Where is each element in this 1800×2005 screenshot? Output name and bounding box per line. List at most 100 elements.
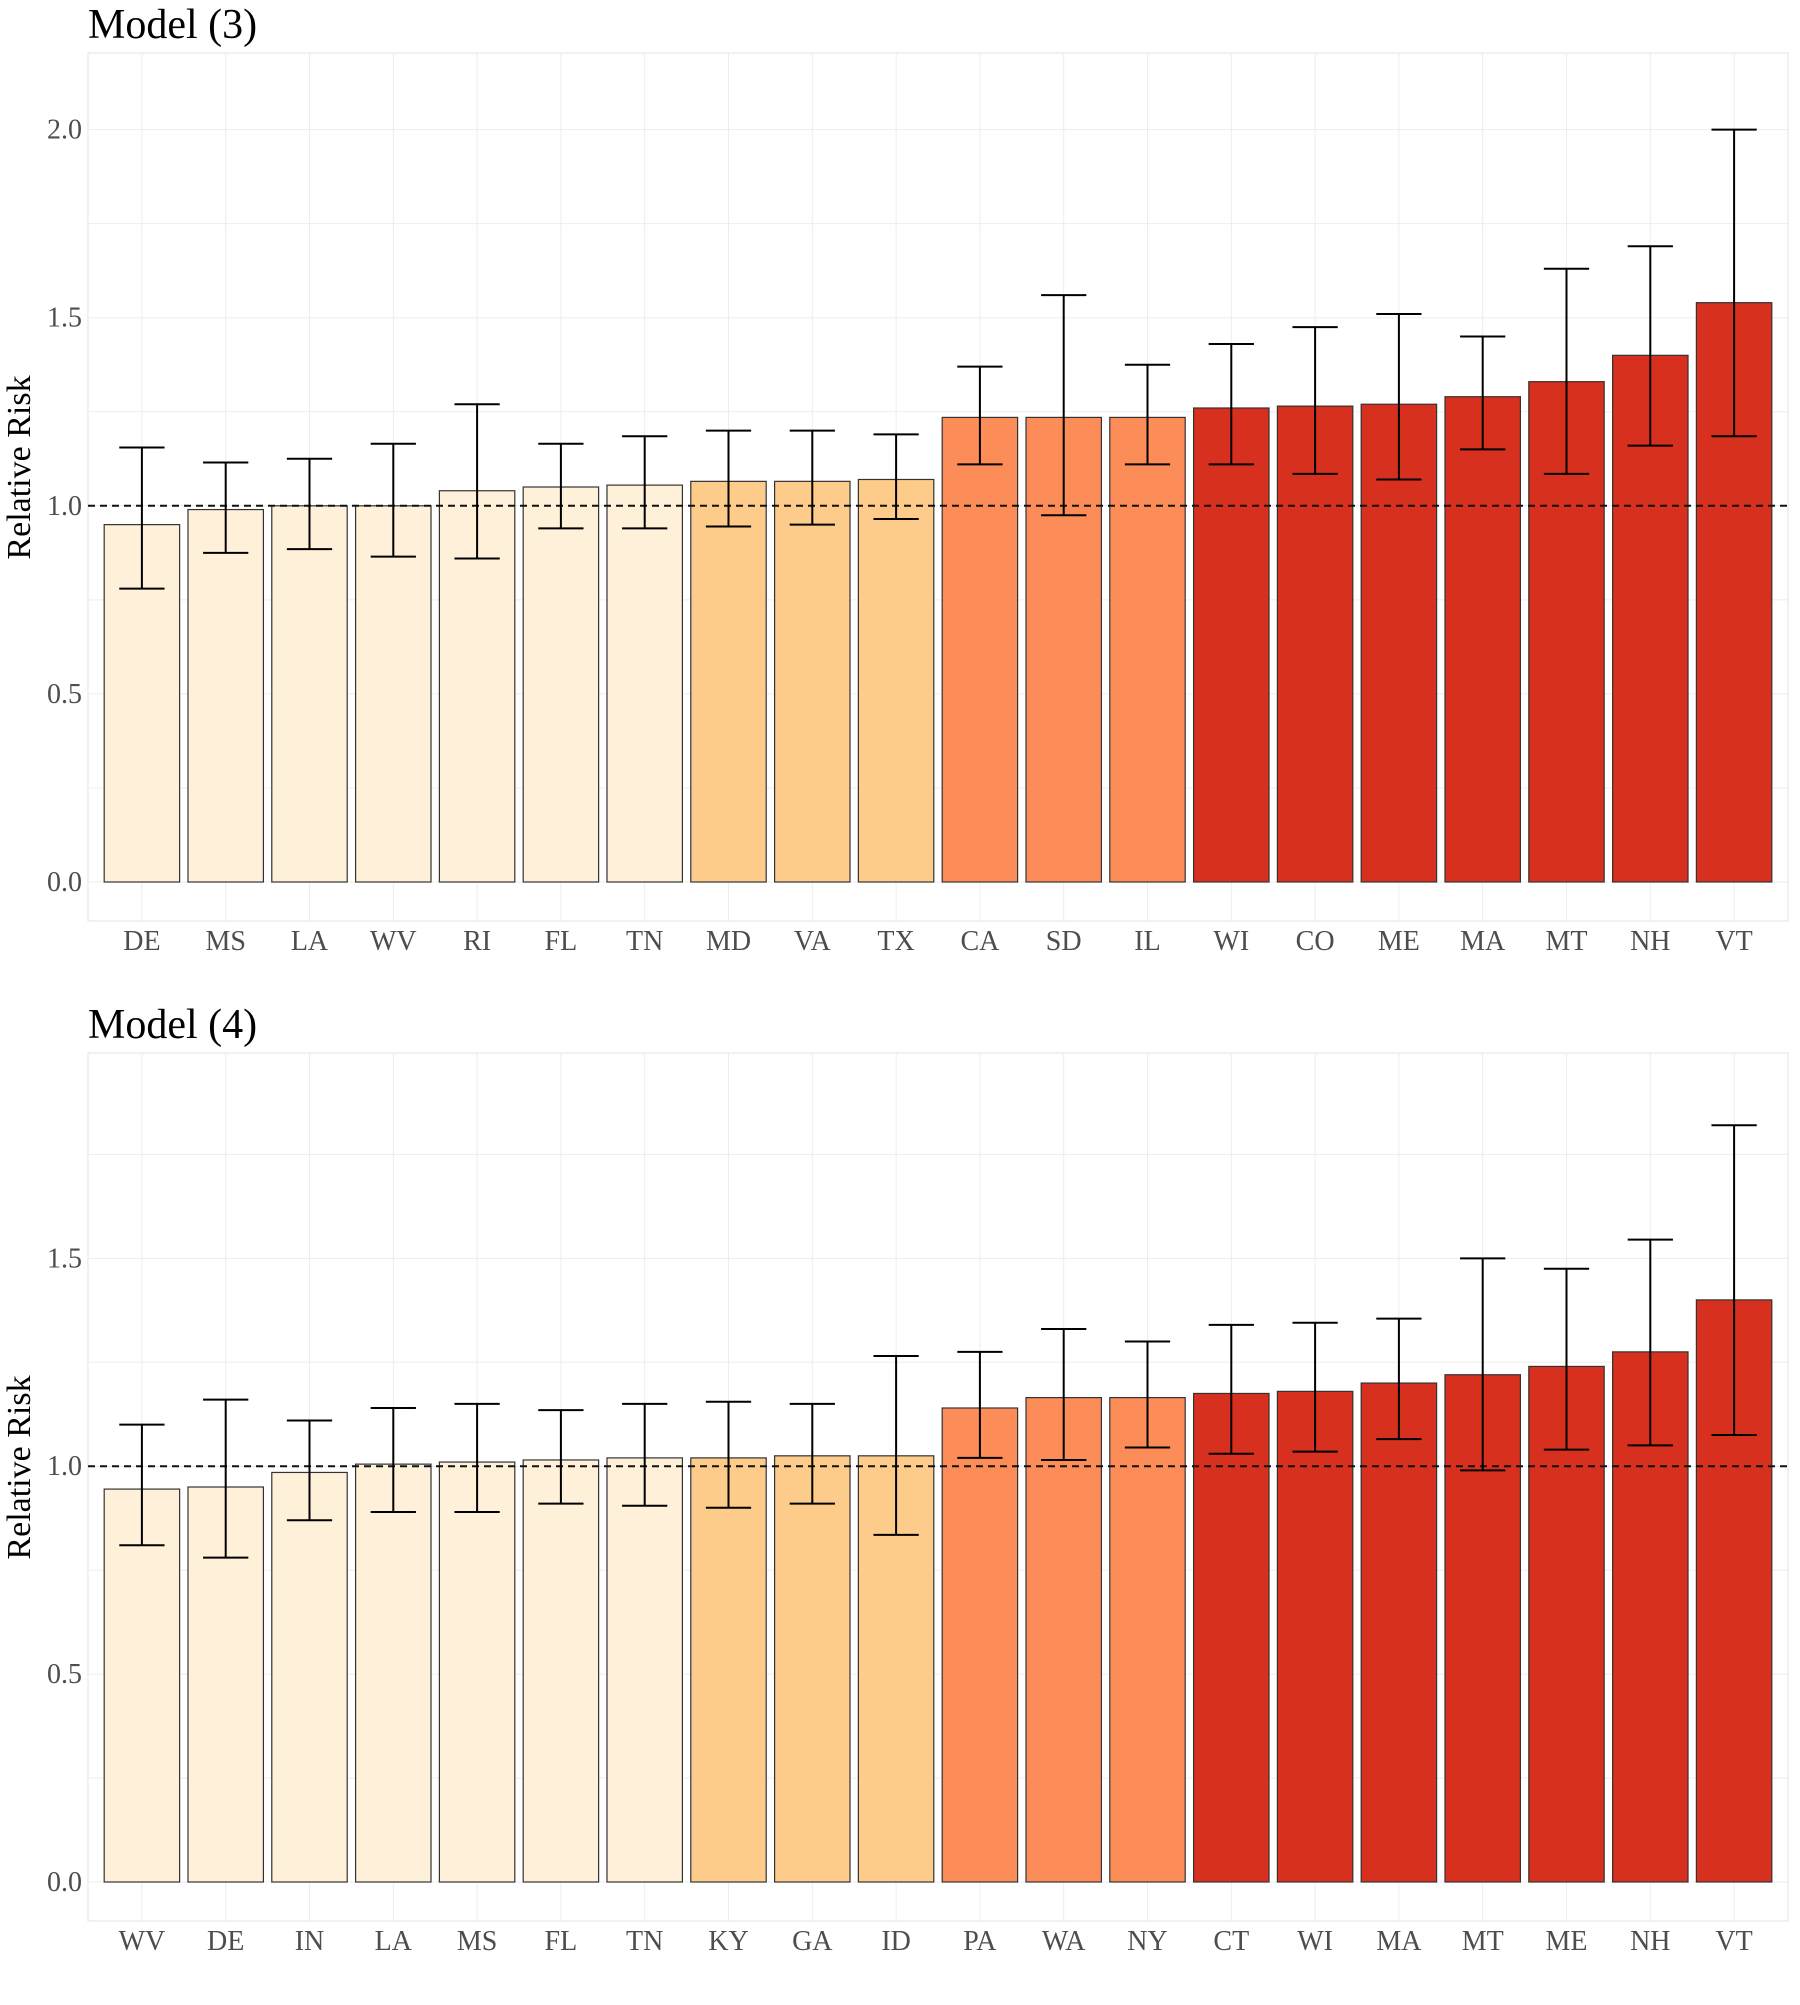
bar-ME bbox=[1528, 1365, 1605, 1883]
bars bbox=[103, 302, 1773, 883]
x-tick-label-MT: MT bbox=[1546, 926, 1588, 957]
x-tick-label-WV: WV bbox=[370, 926, 417, 957]
errorbar-CA bbox=[957, 365, 1003, 466]
bar-WV bbox=[354, 505, 432, 883]
y-axis-label: Relative Risk bbox=[1, 375, 38, 559]
bar-TN bbox=[606, 484, 684, 883]
bar-ME bbox=[1360, 403, 1438, 883]
bar-PA bbox=[941, 1407, 1019, 1883]
x-tick-label-FL: FL bbox=[545, 926, 578, 957]
errorbar-PA bbox=[957, 1350, 1003, 1459]
y-tick-label: 1.0 bbox=[47, 1451, 82, 1482]
bar-CO bbox=[1276, 405, 1354, 883]
bar-FL bbox=[522, 1459, 600, 1883]
x-tick-label-PA: PA bbox=[963, 1926, 997, 1957]
x-tick-label-WI: WI bbox=[1297, 1926, 1333, 1957]
errorbar-MD bbox=[705, 429, 752, 528]
x-tick-label-WI: WI bbox=[1213, 926, 1249, 957]
x-tick-label-MD: MD bbox=[706, 926, 751, 957]
errorbar-DE bbox=[119, 446, 165, 590]
errorbar-NH bbox=[1627, 245, 1673, 447]
errorbar-CO bbox=[1292, 326, 1338, 475]
bar-VA bbox=[773, 480, 851, 883]
errorbar-ME bbox=[1376, 312, 1422, 481]
errorbar-IN bbox=[286, 1419, 333, 1522]
x-tick-label-FL: FL bbox=[545, 1926, 578, 1957]
bar-MA bbox=[1444, 396, 1522, 883]
x-tick-label-VA: VA bbox=[794, 926, 832, 957]
bar-TX bbox=[857, 478, 935, 883]
errorbar-WI bbox=[1292, 1321, 1338, 1453]
bar-TN bbox=[606, 1457, 684, 1883]
y-tick-label: 0.0 bbox=[47, 1867, 82, 1898]
errorbar-WI bbox=[1208, 343, 1254, 466]
errorbar-RI bbox=[454, 403, 500, 560]
x-tick-labels: WV DE IN LA MS FL TN KY GA ID PA WA NY CT WI MA MT ME NH VT bbox=[119, 1926, 1753, 1957]
errorbar-DE bbox=[203, 1398, 249, 1559]
bar-LA bbox=[354, 1463, 432, 1883]
errorbar-FL bbox=[538, 1409, 584, 1505]
x-tick-label-CA: CA bbox=[960, 926, 1000, 957]
x-tick-label-MS: MS bbox=[457, 1926, 497, 1957]
bar-MA bbox=[1360, 1382, 1438, 1883]
errorbar-ID bbox=[873, 1355, 919, 1536]
errorbar-WV bbox=[370, 442, 416, 558]
chart-panel-2: 0.0 0.5 1.0 1.5 WV DE IN LA MS FL TN KY GA ID PA WA NY CT… bbox=[1, 1002, 1789, 1957]
x-tick-label-SD: SD bbox=[1046, 926, 1082, 957]
errorbar-NH bbox=[1627, 1238, 1673, 1447]
x-tick-label-LA: LA bbox=[291, 926, 329, 957]
chart-title: Model (3) bbox=[88, 2, 257, 48]
bar-CA bbox=[941, 416, 1019, 883]
x-tick-label-DE: DE bbox=[207, 1926, 244, 1957]
bar-WI bbox=[1192, 407, 1270, 883]
x-tick-label-NH: NH bbox=[1630, 926, 1670, 957]
x-tick-label-WA: WA bbox=[1042, 1926, 1086, 1957]
x-tick-label-ME: ME bbox=[1378, 926, 1420, 957]
errorbar-NY bbox=[1124, 1340, 1171, 1449]
x-tick-label-CO: CO bbox=[1296, 926, 1335, 957]
errorbar-CT bbox=[1208, 1323, 1254, 1455]
bar-MS bbox=[187, 508, 265, 883]
errorbar-ME bbox=[1543, 1267, 1590, 1451]
x-tick-label-WV: WV bbox=[119, 1926, 166, 1957]
errorbar-FL bbox=[538, 442, 584, 530]
x-tick-labels: DE MS LA WV RI FL TN MD VA TX CA SD IL WI CO ME MA MT NH VT bbox=[123, 926, 1753, 957]
errorbar-LA bbox=[286, 457, 333, 551]
y-tick-label: 0.0 bbox=[47, 867, 82, 898]
bar-KY bbox=[690, 1457, 767, 1883]
errorbar-MT bbox=[1543, 267, 1590, 475]
x-tick-label-IL: IL bbox=[1134, 926, 1160, 957]
x-tick-label-GA: GA bbox=[792, 1926, 833, 1957]
y-tick-labels: 0.0 0.5 1.0 1.5 2.0 bbox=[47, 115, 82, 898]
x-tick-label-MA: MA bbox=[1376, 1926, 1422, 1957]
error-bars bbox=[119, 1124, 1757, 1559]
y-tick-labels: 0.0 0.5 1.0 1.5 bbox=[47, 1243, 82, 1898]
x-tick-label-LA: LA bbox=[375, 1926, 413, 1957]
bar-WI bbox=[1276, 1390, 1354, 1883]
x-tick-label-CT: CT bbox=[1213, 1926, 1249, 1957]
y-tick-label: 1.5 bbox=[47, 1243, 82, 1274]
bar-NY bbox=[1109, 1397, 1186, 1883]
errorbar-KY bbox=[705, 1400, 752, 1509]
bar-MS bbox=[438, 1461, 516, 1883]
errorbar-LA bbox=[370, 1407, 416, 1513]
x-tick-label-IN: IN bbox=[295, 1926, 325, 1957]
errorbar-MA bbox=[1460, 335, 1506, 451]
y-tick-label: 2.0 bbox=[47, 115, 82, 146]
y-tick-label: 1.0 bbox=[47, 491, 82, 522]
bar-WA bbox=[1025, 1397, 1103, 1883]
y-tick-label: 1.5 bbox=[47, 303, 82, 334]
bar-LA bbox=[271, 505, 348, 883]
y-tick-label: 0.5 bbox=[47, 1659, 82, 1690]
errorbar-MS bbox=[203, 461, 249, 554]
x-tick-label-ID: ID bbox=[881, 1926, 911, 1957]
error-bars bbox=[119, 128, 1757, 590]
bar-IL bbox=[1109, 416, 1186, 883]
x-tick-label-KY: KY bbox=[708, 1926, 748, 1957]
errorbar-VT bbox=[1711, 1124, 1757, 1437]
bar-FL bbox=[522, 486, 600, 883]
errorbar-WA bbox=[1041, 1328, 1087, 1461]
y-tick-label: 0.5 bbox=[47, 679, 82, 710]
bar-IN bbox=[271, 1471, 348, 1883]
